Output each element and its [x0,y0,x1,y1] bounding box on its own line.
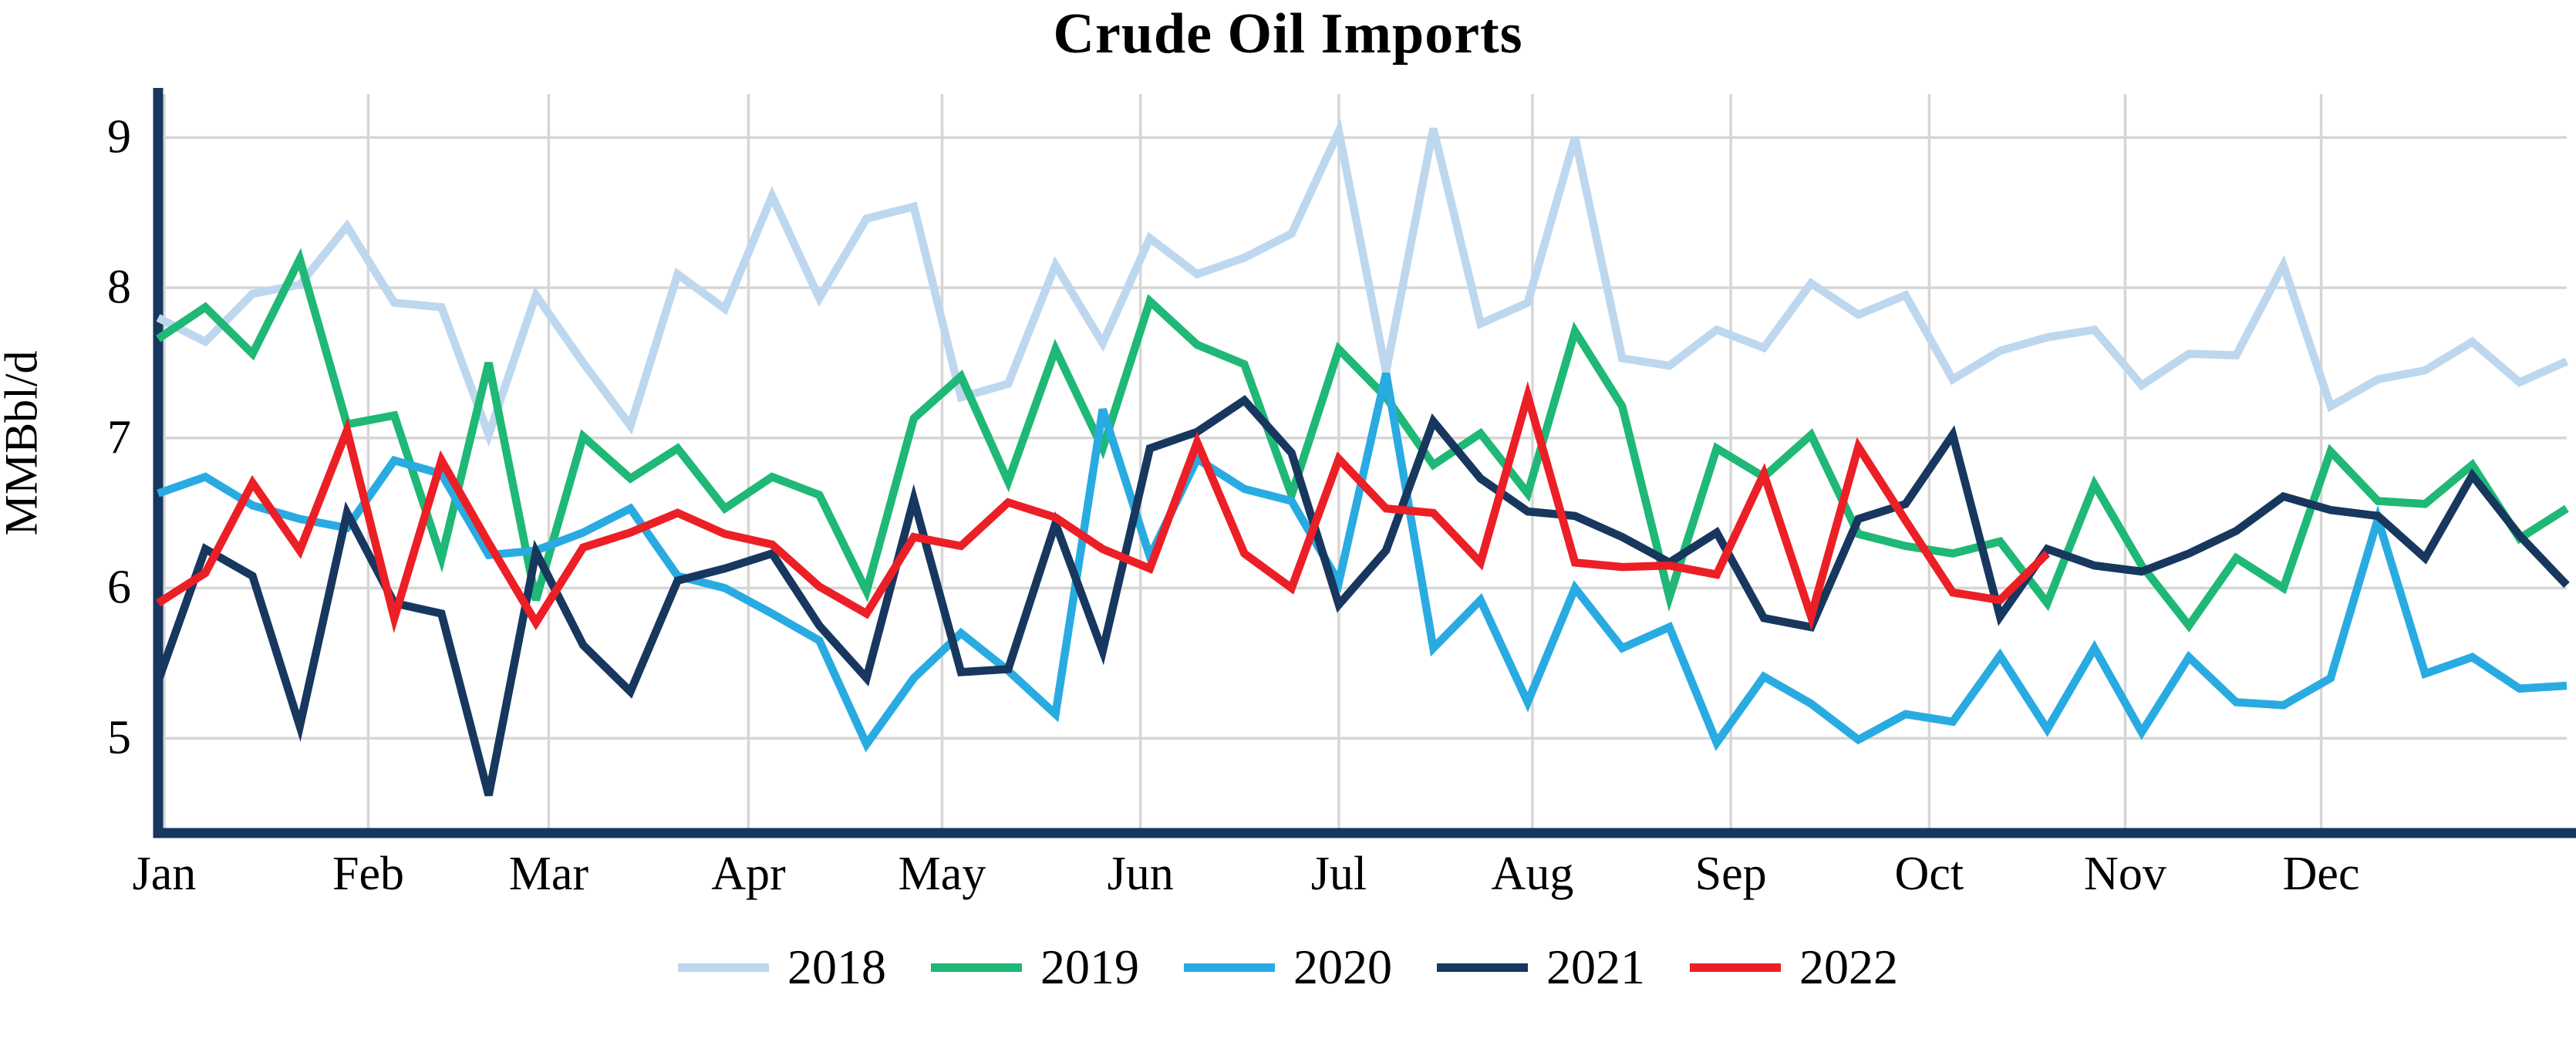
series-line-2021 [154,395,2570,797]
legend-swatch-2019 [931,963,1022,972]
legend-item-2018: 2018 [678,943,886,992]
x-tick-label-Aug: Aug [1491,848,1574,900]
legend-swatch-2018 [678,963,769,972]
series-line-2020 [157,372,2568,753]
x-tick-label-Sep: Sep [1694,848,1767,900]
x-tick-label-Nov: Nov [2084,848,2166,900]
legend-swatch-2021 [1437,963,1528,972]
x-tick-label-Oct: Oct [1894,848,1964,900]
legend-label-2021: 2021 [1546,939,1645,994]
y-tick-label-5: 5 [107,711,131,764]
legend-item-2019: 2019 [931,943,1139,992]
legend-swatch-2022 [1690,963,1781,972]
legend-label-2022: 2022 [1799,939,1898,994]
series-line-2018 [156,118,2569,447]
x-tick-label-Mar: Mar [508,848,589,900]
y-tick-label-6: 6 [107,561,131,614]
legend: 2018 2019 2020 2021 2022 [0,943,2576,992]
x-tick-label-Jan: Jan [132,848,197,900]
legend-swatch-2020 [1184,963,1275,972]
legend-label-2018: 2018 [787,939,886,994]
x-tick-label-Apr: Apr [711,848,786,900]
legend-label-2020: 2020 [1293,939,1392,994]
chart-title: Crude Oil Imports [1053,2,1523,66]
y-tick-label-8: 8 [107,261,131,314]
legend-item-2021: 2021 [1437,943,1645,992]
y-tick-label-9: 9 [107,110,131,164]
x-tick-label-Jul: Jul [1310,848,1367,900]
x-tick-label-Jun: Jun [1107,848,1174,900]
x-tick-label-Feb: Feb [332,848,404,900]
legend-item-2022: 2022 [1690,943,1898,992]
legend-label-2019: 2019 [1040,939,1139,994]
y-tick-label-7: 7 [107,411,131,464]
legend-item-2020: 2020 [1184,943,1392,992]
series-line-2022 [156,380,2051,634]
x-tick-label-Dec: Dec [2282,848,2360,900]
x-tick-label-May: May [898,848,986,900]
series-line-2019 [156,248,2569,632]
